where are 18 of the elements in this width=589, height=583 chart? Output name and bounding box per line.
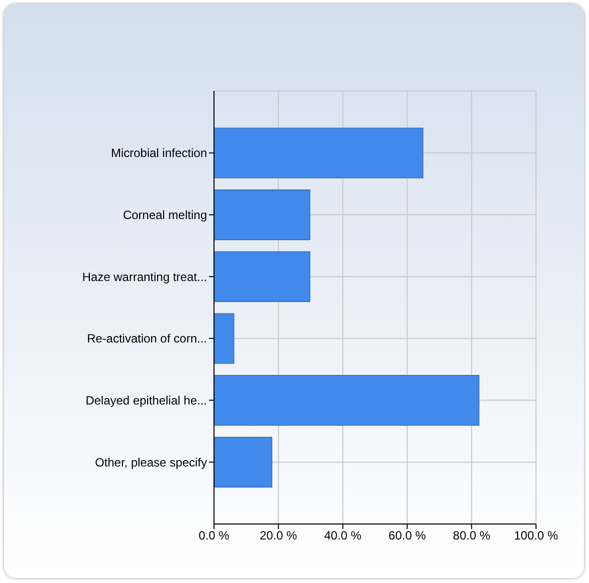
- y-tick-label: Corneal melting: [122, 208, 207, 222]
- y-tick-label: Other, please specify: [94, 455, 207, 470]
- bar: [214, 375, 480, 426]
- bar: [214, 128, 424, 178]
- y-tick-label: Re-activation of corn...: [86, 332, 207, 346]
- y-tick-label: Haze warranting treat...: [82, 270, 207, 284]
- bar: [214, 436, 272, 488]
- y-tick-label: Delayed epithelial he...: [86, 394, 207, 408]
- x-tick-label: 40.0 %: [324, 528, 362, 543]
- x-tick-label: 100.0 %: [514, 528, 558, 543]
- bar: [214, 190, 310, 240]
- bar: [214, 313, 234, 364]
- y-tick-label: Microbial infection: [110, 146, 207, 160]
- x-tick-label: 0.0 %: [198, 528, 230, 543]
- bar: [214, 251, 310, 302]
- x-tick-label: 80.0 %: [452, 528, 491, 543]
- x-tick-label: 60.0 %: [388, 528, 426, 543]
- x-tick-label: 20.0 %: [260, 528, 298, 543]
